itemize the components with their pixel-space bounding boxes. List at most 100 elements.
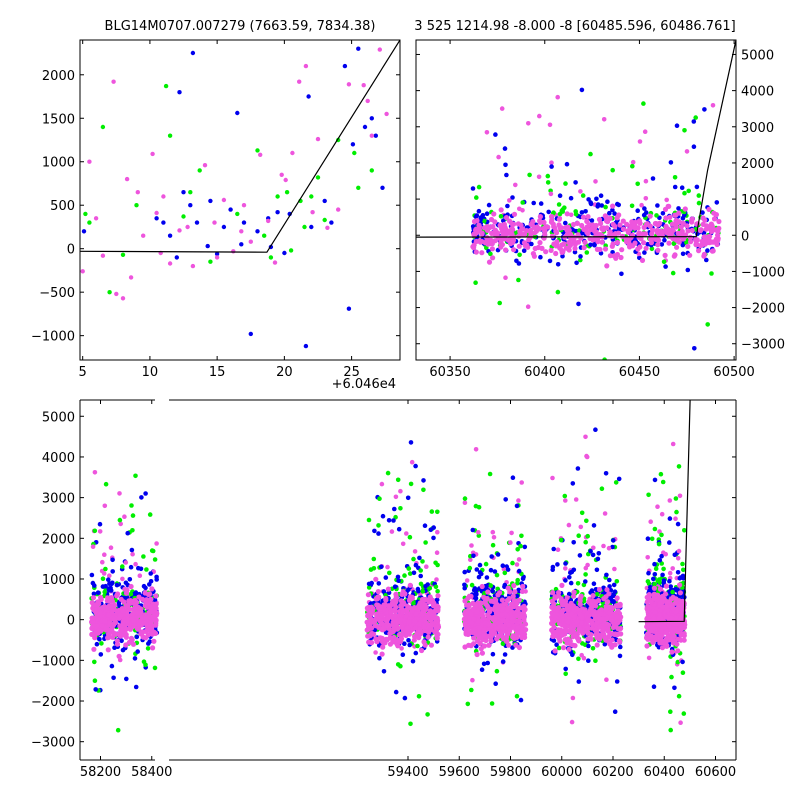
x-tick-label: 15	[209, 365, 226, 380]
data-point	[93, 602, 98, 607]
data-point	[481, 616, 486, 621]
data-point	[527, 173, 532, 178]
data-point	[129, 275, 133, 279]
data-point	[93, 609, 98, 614]
data-point	[515, 625, 520, 630]
data-point	[666, 241, 671, 246]
data-point	[396, 478, 401, 483]
data-point	[404, 531, 409, 536]
data-point	[680, 185, 685, 190]
data-point	[675, 123, 680, 128]
data-point	[674, 245, 679, 250]
data-point	[668, 709, 673, 714]
data-point	[407, 566, 412, 571]
y-tick-label: 1500	[42, 112, 75, 127]
x-tick-label: 25	[343, 365, 360, 380]
data-point	[118, 518, 123, 523]
y-tick-label: 2000	[42, 69, 75, 84]
data-point	[304, 64, 308, 68]
data-point	[599, 611, 604, 616]
data-point	[593, 658, 598, 663]
data-point	[557, 646, 562, 651]
data-point	[424, 564, 429, 569]
data-point	[239, 242, 243, 246]
data-point	[479, 646, 484, 651]
data-point	[683, 206, 688, 211]
data-point	[392, 507, 397, 512]
data-point	[421, 478, 426, 483]
data-point	[474, 218, 479, 223]
data-point	[369, 631, 374, 636]
data-point	[585, 534, 590, 539]
data-point	[115, 583, 120, 588]
data-point	[208, 199, 212, 203]
data-point	[96, 590, 101, 595]
data-point	[351, 142, 355, 146]
data-point	[604, 573, 609, 578]
data-point	[133, 602, 138, 607]
data-point	[495, 606, 500, 611]
data-point	[561, 645, 566, 650]
data-point	[600, 226, 605, 231]
y-tick-label: 4000	[741, 85, 774, 100]
data-point	[145, 601, 150, 606]
data-point	[133, 591, 138, 596]
data-point	[306, 94, 310, 98]
data-point	[641, 101, 646, 106]
data-point	[100, 560, 105, 565]
data-point	[555, 95, 560, 100]
data-point	[523, 545, 528, 550]
data-point	[430, 598, 435, 603]
data-point	[687, 253, 692, 258]
data-point	[304, 344, 308, 348]
y-tick-label: 0	[67, 243, 75, 258]
data-point	[567, 523, 572, 528]
data-point	[607, 611, 612, 616]
data-point	[565, 595, 570, 600]
data-point	[377, 656, 382, 661]
data-point	[506, 586, 511, 591]
data-point	[153, 557, 158, 562]
data-point	[130, 528, 135, 533]
data-point	[485, 612, 490, 617]
data-point	[633, 220, 638, 225]
data-point	[463, 496, 468, 501]
data-point	[482, 225, 487, 230]
data-point	[93, 678, 98, 683]
data-point	[647, 656, 652, 661]
data-point	[469, 688, 474, 693]
data-point	[681, 568, 686, 573]
data-point	[563, 672, 568, 677]
top-right-title: 3 525 1214.98 -8.000 -8 [60485.596, 6048…	[414, 19, 735, 34]
data-point	[515, 504, 520, 509]
data-point	[593, 179, 598, 184]
data-point	[672, 686, 677, 691]
data-point	[564, 228, 569, 233]
data-point	[610, 241, 615, 246]
y-tick-label: −1000	[741, 265, 785, 280]
data-point	[501, 618, 506, 623]
data-point	[605, 199, 610, 204]
data-point	[485, 211, 490, 216]
data-point	[662, 260, 667, 265]
data-point	[576, 533, 581, 538]
data-point	[582, 656, 587, 661]
y-tick-label: 500	[50, 199, 75, 214]
data-point	[434, 585, 439, 590]
data-point	[258, 153, 262, 157]
data-point	[408, 628, 413, 633]
data-point	[470, 583, 475, 588]
data-point	[517, 569, 522, 574]
top-left-title: BLG14M0707.007279 (7663.59, 7834.38)	[105, 19, 376, 34]
data-point	[367, 518, 372, 523]
data-point	[191, 51, 195, 55]
data-point	[662, 238, 667, 243]
data-point	[659, 533, 664, 538]
data-point	[471, 528, 476, 533]
data-point	[556, 605, 561, 610]
top-right-panel: 3 525 1214.98 -8.000 -8 [60485.596, 6048…	[414, 19, 785, 380]
data-point	[676, 556, 681, 561]
data-point	[652, 684, 657, 689]
data-point	[579, 525, 584, 530]
